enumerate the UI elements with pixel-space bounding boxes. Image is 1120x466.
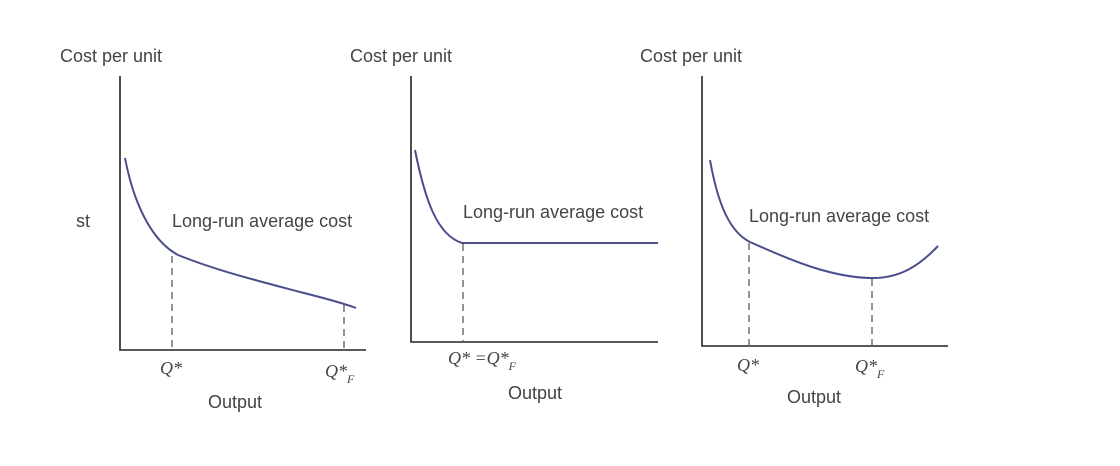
panel-1-ylabel: Cost per unit xyxy=(60,46,162,66)
panel-3-lrac-curve xyxy=(709,159,939,280)
panel-2-lrac-label: Long-run average cost xyxy=(463,202,643,222)
panel-3-lrac-label: Long-run average cost xyxy=(749,206,929,226)
panel-1-lrac-label: Long-run average cost xyxy=(172,211,352,231)
panel-1-lrac-curve xyxy=(124,157,357,309)
panel-2-axes xyxy=(410,76,658,343)
panel-1-label-clip xyxy=(366,200,372,240)
panel-3: Cost per unit Long-run average cost Q* Q… xyxy=(640,46,948,407)
panel-2-lrac-curve xyxy=(414,149,658,244)
panel-3-ylabel: Cost per unit xyxy=(640,46,742,66)
panel-1-qf-label: Q*F xyxy=(325,361,355,386)
panel-1-xlabel: Output xyxy=(208,392,262,412)
panel-2-xlabel: Output xyxy=(508,383,562,403)
panel-3-xlabel: Output xyxy=(787,387,841,407)
panel-1-qstar-label: Q* xyxy=(160,358,182,378)
panel-1-axes xyxy=(119,76,366,351)
panel-3-qstar-label: Q* xyxy=(737,355,759,375)
panel-2-qstar-qf-label: Q* =Q*F xyxy=(448,348,517,373)
panel-3-axes xyxy=(701,76,948,347)
panel-1: Cost per unit st Long-run average cost Q… xyxy=(60,46,366,412)
panel-2: Cost per unit Long-run average cost Q* =… xyxy=(350,46,658,403)
panel-3-qf-label: Q*F xyxy=(855,356,885,381)
panel-2-ylabel: Cost per unit xyxy=(350,46,452,66)
panel-1-left-cut-text: st xyxy=(76,211,90,231)
